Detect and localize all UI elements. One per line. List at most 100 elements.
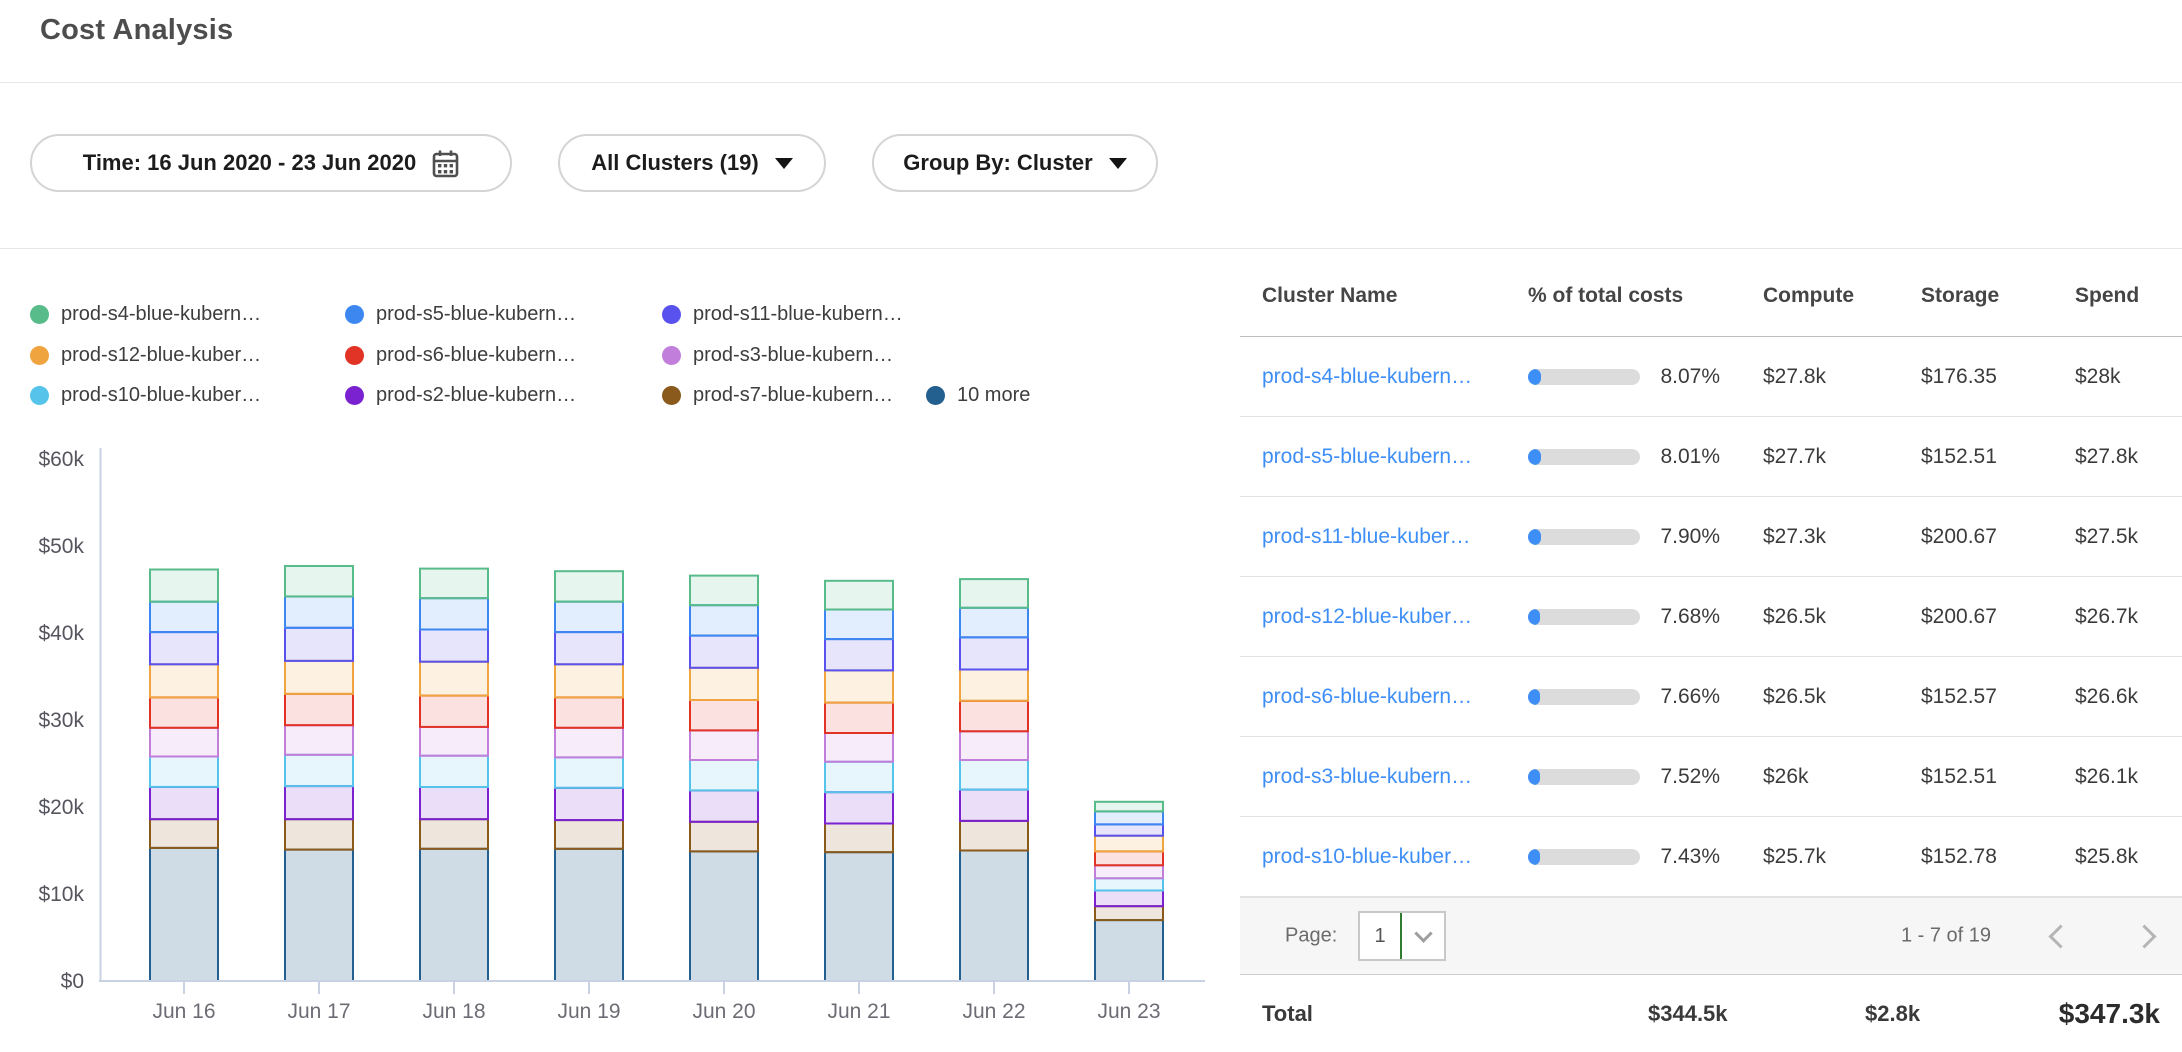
legend-item[interactable]: 10 more <box>926 381 1030 409</box>
bar-segment[interactable] <box>825 762 893 792</box>
bar-segment[interactable] <box>420 569 488 599</box>
bar-segment[interactable] <box>555 788 623 820</box>
bar-segment[interactable] <box>150 632 218 664</box>
bar-segment[interactable] <box>690 576 758 606</box>
cluster-name-link[interactable]: prod-s6-blue-kubern… <box>1262 685 1472 709</box>
bar-segment[interactable] <box>825 733 893 762</box>
bar-segment[interactable] <box>960 851 1028 982</box>
bar-segment[interactable] <box>690 851 758 981</box>
bar-segment[interactable] <box>960 790 1028 821</box>
bar-segment[interactable] <box>150 728 218 757</box>
legend-item[interactable]: prod-s6-blue-kubern… <box>345 341 576 369</box>
cluster-name-link[interactable]: prod-s3-blue-kubern… <box>1262 765 1472 789</box>
bar-segment[interactable] <box>1095 891 1163 907</box>
bar-segment[interactable] <box>285 597 353 628</box>
bar-segment[interactable] <box>825 610 893 640</box>
bar-segment[interactable] <box>285 628 353 661</box>
bar-segment[interactable] <box>555 632 623 664</box>
cluster-name-link[interactable]: prod-s11-blue-kuber… <box>1262 525 1471 549</box>
legend-item[interactable]: prod-s7-blue-kubern… <box>662 381 893 409</box>
cluster-name-link[interactable]: prod-s4-blue-kubern… <box>1262 365 1472 389</box>
cluster-name-link[interactable]: prod-s5-blue-kubern… <box>1262 445 1472 469</box>
legend-item[interactable]: prod-s12-blue-kuber… <box>30 341 261 369</box>
bar-segment[interactable] <box>825 703 893 733</box>
legend-item[interactable]: prod-s3-blue-kubern… <box>662 341 893 369</box>
bar-segment[interactable] <box>960 760 1028 790</box>
bar-segment[interactable] <box>150 697 218 727</box>
bar-segment[interactable] <box>690 668 758 700</box>
bar-segment[interactable] <box>960 731 1028 760</box>
bar-segment[interactable] <box>420 819 488 849</box>
bar-segment[interactable] <box>420 630 488 662</box>
legend-item[interactable]: prod-s5-blue-kubern… <box>345 300 576 328</box>
bar-segment[interactable] <box>420 662 488 696</box>
bar-segment[interactable] <box>825 670 893 702</box>
next-page-button[interactable] <box>2124 916 2164 956</box>
bar-segment[interactable] <box>960 701 1028 731</box>
bar-segment[interactable] <box>1095 836 1163 852</box>
bar-segment[interactable] <box>1095 906 1163 920</box>
bar-segment[interactable] <box>555 728 623 758</box>
bar-segment[interactable] <box>285 786 353 819</box>
bar-segment[interactable] <box>150 570 218 602</box>
bar-segment[interactable] <box>285 755 353 786</box>
bar-segment[interactable] <box>555 820 623 849</box>
cluster-name-link[interactable]: prod-s12-blue-kuber… <box>1262 605 1472 629</box>
bar-segment[interactable] <box>1095 851 1163 865</box>
bar-segment[interactable] <box>150 757 218 787</box>
bar-segment[interactable] <box>960 608 1028 638</box>
bar-segment[interactable] <box>690 791 758 822</box>
bar-segment[interactable] <box>1095 920 1163 981</box>
bar-segment[interactable] <box>150 664 218 697</box>
bar-segment[interactable] <box>825 852 893 981</box>
bar-segment[interactable] <box>690 605 758 635</box>
bar-segment[interactable] <box>285 566 353 596</box>
bar-segment[interactable] <box>285 850 353 981</box>
bar-segment[interactable] <box>1095 811 1163 824</box>
bar-segment[interactable] <box>1095 802 1163 812</box>
page-select[interactable]: 1 <box>1358 911 1446 961</box>
bar-segment[interactable] <box>150 848 218 981</box>
bar-segment[interactable] <box>1095 865 1163 878</box>
bar-segment[interactable] <box>690 760 758 790</box>
bar-segment[interactable] <box>285 725 353 755</box>
legend-item[interactable]: prod-s10-blue-kuber… <box>30 381 261 409</box>
bar-segment[interactable] <box>825 824 893 853</box>
legend-item[interactable]: prod-s2-blue-kubern… <box>345 381 576 409</box>
bar-segment[interactable] <box>420 756 488 787</box>
bar-segment[interactable] <box>825 792 893 823</box>
bar-segment[interactable] <box>285 661 353 694</box>
bar-segment[interactable] <box>690 730 758 760</box>
bar-segment[interactable] <box>150 787 218 819</box>
bar-segment[interactable] <box>1095 878 1163 890</box>
bar-segment[interactable] <box>420 727 488 756</box>
bar-segment[interactable] <box>420 787 488 819</box>
cluster-name-link[interactable]: prod-s10-blue-kuber… <box>1262 845 1472 869</box>
bar-segment[interactable] <box>285 694 353 725</box>
bar-segment[interactable] <box>555 697 623 727</box>
bar-segment[interactable] <box>960 579 1028 608</box>
bar-segment[interactable] <box>150 819 218 848</box>
bar-segment[interactable] <box>420 696 488 727</box>
bar-segment[interactable] <box>420 849 488 981</box>
legend-item[interactable]: prod-s4-blue-kubern… <box>30 300 261 328</box>
bar-segment[interactable] <box>150 602 218 632</box>
bar-segment[interactable] <box>960 637 1028 669</box>
bar-segment[interactable] <box>690 636 758 668</box>
bar-segment[interactable] <box>555 571 623 601</box>
bar-segment[interactable] <box>960 670 1028 701</box>
bar-segment[interactable] <box>960 821 1028 851</box>
previous-page-button[interactable] <box>2040 916 2080 956</box>
bar-segment[interactable] <box>555 664 623 697</box>
bar-segment[interactable] <box>420 598 488 629</box>
bar-segment[interactable] <box>1095 824 1163 835</box>
bar-segment[interactable] <box>690 822 758 852</box>
bar-segment[interactable] <box>825 581 893 610</box>
bar-segment[interactable] <box>555 849 623 981</box>
legend-item[interactable]: prod-s11-blue-kubern… <box>662 300 903 328</box>
bar-segment[interactable] <box>690 700 758 730</box>
bar-segment[interactable] <box>555 757 623 787</box>
bar-segment[interactable] <box>825 639 893 670</box>
bar-segment[interactable] <box>555 602 623 632</box>
bar-segment[interactable] <box>285 819 353 849</box>
